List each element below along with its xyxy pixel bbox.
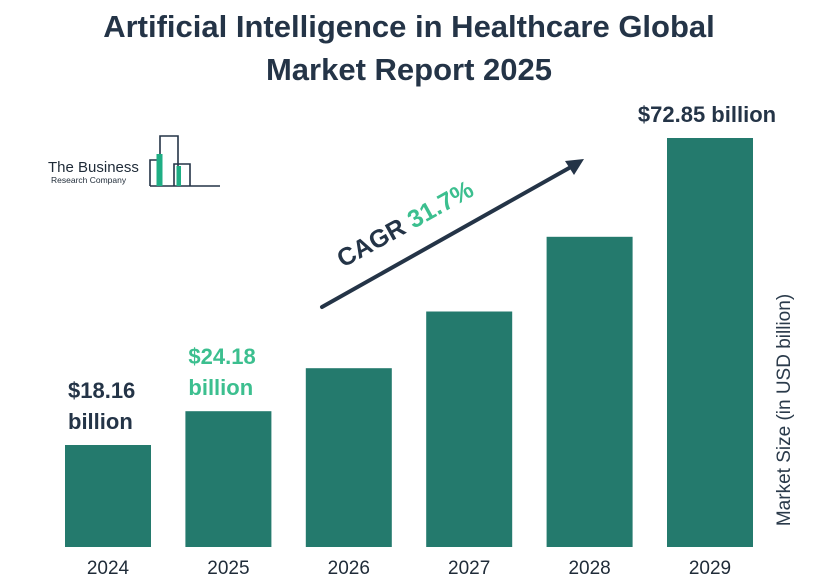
value-label-2024: $18.16 billion [68, 378, 135, 434]
bar-2028 [546, 236, 633, 548]
bar-2025 [185, 411, 272, 547]
value-label-2029: $72.85 billion [638, 102, 776, 127]
bar-2027 [426, 311, 513, 547]
logo-buildings-icon [149, 135, 220, 187]
cagr-arrow-icon [320, 161, 580, 309]
cagr-arrowhead-icon [565, 159, 584, 175]
logo-text-line-2: Research Company [51, 175, 127, 185]
bar-2024 [65, 445, 151, 547]
x-tick-label-2024: 2024 [87, 558, 130, 579]
x-tick-label-2027: 2027 [448, 558, 490, 579]
chart-title-line-2: Market Report 2025 [266, 52, 552, 87]
company-logo: The Business Research Company [48, 135, 220, 187]
x-tick-label-2028: 2028 [568, 558, 610, 579]
x-tick-label-2025: 2025 [207, 558, 249, 579]
x-tick-label-2029: 2029 [689, 558, 731, 579]
bar-2029 [667, 138, 753, 547]
cagr-annotation: CAGR 31.7% [320, 159, 584, 309]
logo-text-line-1: The Business [48, 159, 139, 176]
x-tick-label-2026: 2026 [328, 558, 370, 579]
value-label-2025: $24.18 billion [188, 344, 255, 400]
bars [65, 138, 753, 548]
y-axis-label: Market Size (in USD billion) [774, 294, 795, 526]
value-labels: $18.16 billion $24.18 billion $72.85 billion [68, 102, 776, 434]
x-tick-labels: 2024 2025 2026 2027 2028 2029 [87, 558, 731, 579]
bar-2026 [305, 368, 392, 547]
chart-title-line-1: Artificial Intelligence in Healthcare Gl… [103, 9, 715, 44]
